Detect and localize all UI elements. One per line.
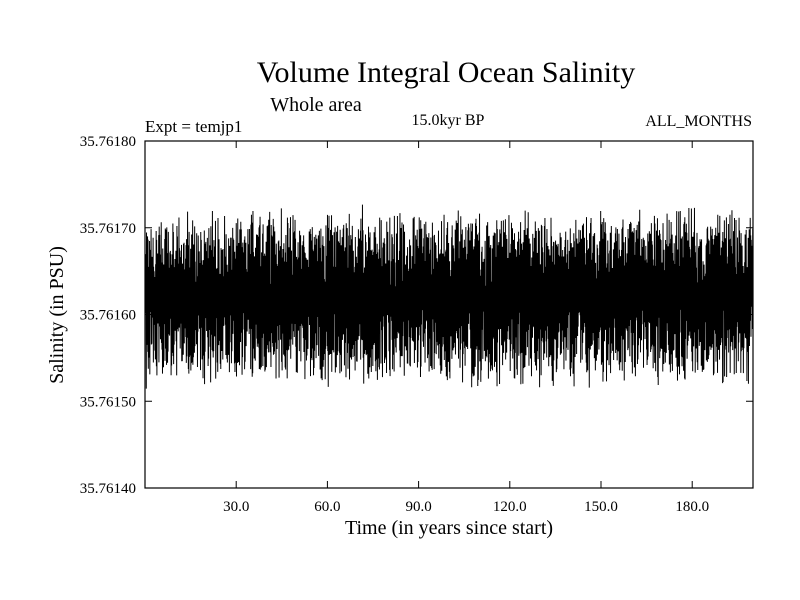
x-tick-label: 90.0 (405, 499, 431, 515)
y-tick-label: 35.76140 (80, 481, 136, 497)
x-tick-label: 180.0 (675, 499, 709, 515)
y-axis-label: Salinity (in PSU) (46, 246, 68, 384)
period-label: 15.0kyr BP (412, 112, 485, 129)
y-tick-label: 35.76160 (80, 308, 136, 324)
x-tick-label: 60.0 (314, 499, 340, 515)
y-tick-label: 35.76150 (80, 394, 136, 410)
chart-subtitle: Whole area (270, 94, 362, 116)
y-axis-ticks: 35.76140 35.76150 35.76160 35.76170 35.76180 (80, 134, 753, 497)
x-axis-ticks: 30.0 60.0 90.0 120.0 150.0 180.0 (223, 141, 709, 515)
months-label: ALL_MONTHS (645, 113, 752, 130)
y-tick-label: 35.76180 (80, 134, 136, 150)
chart-title: Volume Integral Ocean Salinity (257, 56, 636, 89)
x-tick-label: 150.0 (584, 499, 618, 515)
experiment-label: Expt = temjp1 (145, 117, 242, 136)
salinity-series-line (144, 204, 754, 389)
x-tick-label: 120.0 (493, 499, 527, 515)
x-tick-label: 30.0 (223, 499, 249, 515)
series-layer (144, 204, 754, 389)
y-tick-label: 35.76170 (80, 221, 136, 237)
x-axis-label: Time (in years since start) (345, 517, 553, 539)
